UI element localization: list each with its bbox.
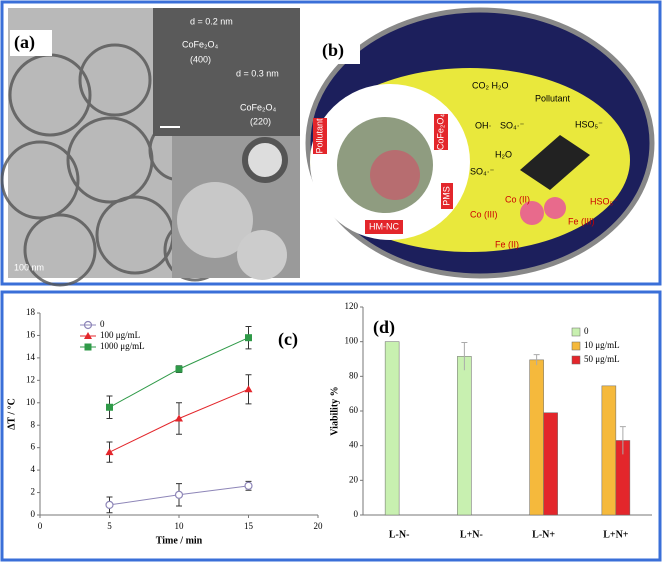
hrtem-inset <box>153 8 300 136</box>
data-point <box>244 481 253 490</box>
panel-label: (d) <box>373 317 395 338</box>
x-tick-label: 5 <box>107 521 112 531</box>
scale-text: 100 nm <box>14 262 44 272</box>
scheme-text: Pollutant <box>535 93 571 103</box>
data-point <box>245 334 252 342</box>
legend-label: 0 <box>100 319 105 329</box>
scheme-text: Co (III) <box>470 209 498 219</box>
scheme-text: HSO₅⁻ <box>590 196 618 206</box>
x-tick-label: L-N+ <box>532 529 555 540</box>
particle <box>544 197 566 219</box>
y-tick-label: 14 <box>26 352 36 362</box>
y-tick-label: 2 <box>31 487 36 497</box>
scheme-text: Fe (III) <box>568 216 595 226</box>
y-tick-label: 40 <box>349 440 359 450</box>
bottom-frame <box>0 290 662 562</box>
phase: CoFe₂O₄ <box>182 39 219 49</box>
error-bar <box>533 354 540 366</box>
y-tick-label: 4 <box>31 464 36 474</box>
d-spacing: d = 0.2 nm <box>190 16 233 26</box>
scheme-text: H₂O <box>495 149 512 159</box>
bar <box>543 412 558 516</box>
bar <box>601 385 617 516</box>
label-bg <box>320 38 360 64</box>
phase: CoFe₂O₄ <box>240 102 277 112</box>
legend-swatch <box>571 341 581 351</box>
data-point <box>105 448 114 456</box>
scheme-tag: HM-NC <box>369 221 399 231</box>
panel-label: (b) <box>322 40 344 61</box>
panel-label: (a) <box>14 32 35 53</box>
bar <box>384 341 400 516</box>
legend-label: 100 μg/mL <box>100 330 140 340</box>
y-tick-label: 12 <box>26 374 35 384</box>
x-tick-label: 20 <box>314 521 324 531</box>
x-tick-label: L+N+ <box>603 529 629 540</box>
legend-label: 50 μg/mL <box>584 354 620 364</box>
bar <box>457 356 472 516</box>
y-tick-label: 20 <box>349 474 359 484</box>
scheme-tag: PMS <box>441 186 451 206</box>
graphene-sheet <box>520 135 590 190</box>
y-tick-label: 120 <box>345 301 359 311</box>
y-axis-label: Viability % <box>329 386 340 435</box>
scheme-text: SO₄·⁻ <box>470 166 495 176</box>
legend-swatch <box>571 327 581 337</box>
x-tick-label: L-N- <box>389 529 410 540</box>
data-point <box>175 365 183 373</box>
y-axis-label: ΔT / °C <box>6 398 17 430</box>
y-tick-label: 8 <box>31 419 36 429</box>
label-bg <box>10 30 52 56</box>
bar <box>529 359 544 516</box>
error-bar <box>619 426 626 455</box>
legend-label: 10 μg/mL <box>584 340 620 350</box>
scheme-text: OH· <box>475 120 492 130</box>
y-tick-label: 16 <box>26 330 36 340</box>
d-spacing: d = 0.3 nm <box>236 68 279 78</box>
x-tick-label: L+N- <box>460 529 483 540</box>
y-tick-label: 60 <box>349 405 359 415</box>
legend-swatch <box>571 355 581 365</box>
legend-label: 1000 μg/mL <box>100 341 145 351</box>
y-tick-label: 0 <box>31 509 36 519</box>
sem-shell <box>242 137 288 183</box>
y-tick-label: 0 <box>354 509 359 519</box>
sem-sphere <box>177 182 253 258</box>
data-point <box>106 403 113 411</box>
error-bar <box>461 342 468 371</box>
data-point <box>244 385 253 393</box>
legend-label: 0 <box>584 326 589 336</box>
x-axis-label: Time / min <box>156 535 203 546</box>
y-tick-label: 10 <box>26 397 36 407</box>
scheme-text: Co (II) <box>505 194 530 204</box>
scheme-text: CO₂ H₂O <box>472 80 509 90</box>
x-tick-label: 0 <box>38 521 43 531</box>
plane: (400) <box>190 54 211 64</box>
scheme-text: HSO₅⁻ <box>575 119 603 129</box>
y-tick-label: 18 <box>26 307 36 317</box>
scheme-tag: CoFe₂O₄ <box>435 114 445 151</box>
data-point <box>105 500 114 509</box>
y-tick-label: 6 <box>31 442 36 452</box>
y-tick-label: 80 <box>349 370 359 380</box>
particle <box>520 201 544 225</box>
top-frame <box>0 0 662 286</box>
data-point <box>174 490 184 499</box>
scheme-text: Fe (II) <box>495 239 519 249</box>
x-tick-label: 15 <box>244 521 254 531</box>
data-point <box>175 414 183 422</box>
y-tick-label: 100 <box>345 336 359 346</box>
scheme-tag: Pollutant <box>314 118 324 154</box>
sphere-core <box>370 150 420 200</box>
x-tick-label: 10 <box>175 521 185 531</box>
scheme-text: SO₄·⁻ <box>500 120 525 130</box>
sem-sphere <box>237 230 287 280</box>
plane: (220) <box>250 116 271 126</box>
panel-label: (c) <box>278 329 298 350</box>
